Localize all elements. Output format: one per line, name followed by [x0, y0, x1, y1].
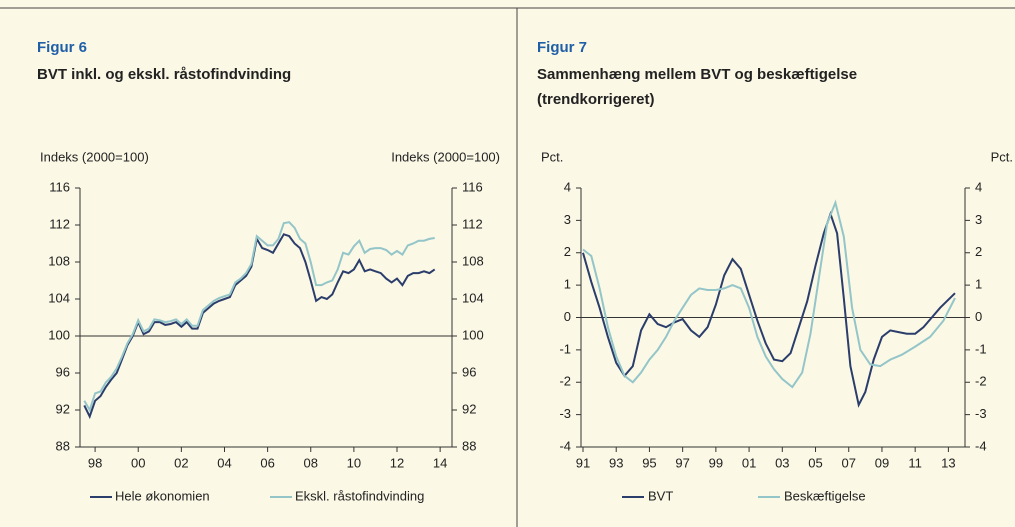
y2-tick-label: 4 — [975, 179, 982, 194]
x-tick-label: 05 — [808, 455, 822, 470]
y2-axis-label: Pct. — [991, 149, 1013, 164]
x-tick-label: 12 — [390, 455, 404, 470]
chart-title: BVT inkl. og ekskl. råstofindvinding — [37, 66, 291, 83]
y-axis-label: Indeks (2000=100) — [40, 149, 149, 164]
y2-tick-label: 2 — [975, 244, 982, 259]
y-tick-label: 3 — [564, 212, 571, 227]
x-tick-label: 91 — [576, 455, 590, 470]
y-tick-label: 100 — [48, 327, 70, 342]
x-tick-label: 14 — [433, 455, 447, 470]
legend-label: Hele økonomien — [115, 488, 210, 503]
y-tick-label: 4 — [564, 179, 571, 194]
y2-tick-label: 116 — [462, 179, 483, 194]
y2-tick-label: 1 — [975, 277, 982, 292]
y2-tick-label: 112 — [462, 216, 483, 231]
y-axis-label: Pct. — [541, 149, 563, 164]
x-tick-label: 95 — [642, 455, 656, 470]
x-tick-label: 01 — [742, 455, 756, 470]
y-tick-label: 2 — [564, 244, 571, 259]
y2-tick-label: 104 — [462, 290, 484, 305]
y-tick-label: 112 — [49, 216, 70, 231]
x-tick-label: 08 — [304, 455, 318, 470]
x-tick-label: 93 — [609, 455, 623, 470]
y-tick-label: 116 — [49, 179, 70, 194]
series-line — [83, 233, 436, 420]
y-tick-label: 108 — [48, 253, 70, 268]
y2-tick-label: 88 — [462, 438, 476, 453]
x-tick-label: 98 — [88, 455, 102, 470]
y-tick-label: 92 — [56, 401, 70, 416]
y2-axis-label: Indeks (2000=100) — [391, 149, 500, 164]
y-tick-label: -3 — [559, 406, 571, 421]
x-tick-label: 04 — [217, 455, 231, 470]
y-tick-label: 88 — [56, 438, 70, 453]
legend-label: Ekskl. råstofindvinding — [295, 488, 424, 503]
y-tick-label: -1 — [559, 341, 571, 356]
y-tick-label: 104 — [48, 290, 70, 305]
x-tick-label: 03 — [775, 455, 789, 470]
y-tick-label: 1 — [564, 277, 571, 292]
x-tick-label: 10 — [347, 455, 361, 470]
y-tick-label: -2 — [559, 374, 571, 389]
x-tick-label: 11 — [908, 455, 922, 470]
x-tick-label: 07 — [842, 455, 856, 470]
x-tick-label: 00 — [131, 455, 145, 470]
y2-tick-label: 3 — [975, 212, 982, 227]
x-tick-label: 13 — [941, 455, 955, 470]
y-tick-label: 0 — [564, 309, 571, 324]
y2-tick-label: 100 — [462, 327, 484, 342]
y2-tick-label: -4 — [975, 438, 987, 453]
y2-tick-label: -3 — [975, 406, 987, 421]
x-tick-label: 99 — [709, 455, 723, 470]
y-tick-label: -4 — [559, 438, 571, 453]
x-tick-label: 06 — [260, 455, 274, 470]
y-tick-label: 96 — [56, 364, 70, 379]
x-tick-label: 97 — [675, 455, 689, 470]
x-tick-label: 02 — [174, 455, 188, 470]
chart-title: (trendkorrigeret) — [537, 91, 655, 108]
y2-tick-label: 92 — [462, 401, 476, 416]
y2-tick-label: -2 — [975, 374, 987, 389]
y2-tick-label: -1 — [975, 341, 987, 356]
series-line — [582, 210, 956, 408]
legend-label: Beskæftigelse — [784, 488, 866, 503]
figure-label: Figur 7 — [537, 39, 587, 56]
figure-label: Figur 6 — [37, 39, 87, 56]
y2-tick-label: 0 — [975, 309, 982, 324]
y2-tick-label: 108 — [462, 253, 484, 268]
series-line — [582, 199, 956, 389]
x-tick-label: 09 — [875, 455, 889, 470]
legend-label: BVT — [648, 488, 673, 503]
chart-title: Sammenhæng mellem BVT og beskæftigelse — [537, 66, 857, 83]
y2-tick-label: 96 — [462, 364, 476, 379]
series-line — [83, 221, 435, 413]
